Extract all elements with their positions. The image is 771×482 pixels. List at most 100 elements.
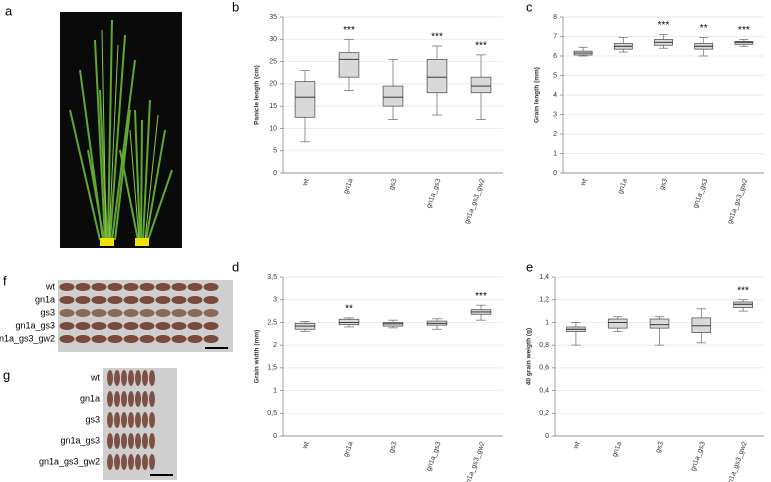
grain — [149, 391, 155, 407]
grain-photo-g — [103, 368, 177, 480]
grain — [107, 391, 113, 407]
grain — [121, 454, 127, 470]
grain — [142, 412, 148, 428]
photo-label: gs3 — [40, 307, 55, 317]
y-tick-label: 1 — [545, 319, 549, 326]
photo-label: gn1a_gs3_gw2 — [0, 333, 55, 343]
significance: *** — [343, 25, 355, 36]
y-tick-label: 2 — [553, 131, 557, 138]
box — [649, 318, 670, 329]
x-tick-label: gn1a — [611, 441, 623, 458]
x-tick-label: gn1a_gs3 — [692, 178, 709, 209]
grain — [114, 391, 120, 407]
y-tick-label: 4 — [553, 92, 557, 99]
grain — [149, 370, 155, 386]
grain-photo-f — [58, 280, 233, 352]
y-tick-label: 5 — [553, 72, 557, 79]
box — [733, 301, 753, 309]
grain — [155, 322, 171, 330]
grain — [59, 322, 75, 330]
y-tick-label: 1 — [273, 387, 277, 394]
grain — [107, 335, 123, 343]
grain — [121, 370, 127, 386]
grain — [121, 391, 127, 407]
panel-label: d — [232, 259, 239, 274]
box — [470, 76, 492, 94]
grain — [123, 322, 139, 330]
box — [294, 81, 316, 118]
grain — [155, 335, 171, 343]
x-tick-label: gn1a_gs3 — [690, 441, 707, 472]
photo-label: wt — [45, 281, 55, 291]
x-tick-label: gn1a — [617, 178, 629, 195]
y-tick-label: 3 — [273, 297, 277, 304]
photo-label: gn1a — [80, 393, 100, 403]
grain — [171, 309, 187, 317]
x-tick-label: wt — [301, 178, 310, 188]
panel-label: g — [3, 367, 10, 382]
grain — [171, 335, 187, 343]
y-tick-label: 15 — [269, 103, 277, 110]
box — [338, 318, 360, 326]
x-tick-label: wt — [572, 441, 581, 451]
grain — [123, 296, 139, 304]
grain — [121, 412, 127, 428]
panel-label: c — [526, 0, 533, 14]
photo-label: gn1a_gs3_gw2 — [39, 456, 100, 466]
y-tick-label: 0,4 — [539, 387, 549, 394]
grain — [91, 296, 107, 304]
grain — [187, 309, 203, 317]
grain — [128, 412, 134, 428]
y-tick-label: 35 — [269, 14, 277, 21]
y-tick-label: 30 — [269, 36, 277, 43]
y-tick-label: 1,2 — [539, 297, 549, 304]
grain — [121, 433, 127, 449]
y-tick-label: 1 — [553, 150, 557, 157]
grain — [75, 296, 91, 304]
x-tick-label: gs3 — [659, 178, 669, 191]
y-tick-label: 0 — [545, 433, 549, 440]
grain — [114, 454, 120, 470]
grain — [107, 283, 123, 291]
y-tick-label: 0,8 — [539, 342, 549, 349]
y-tick-label: 10 — [269, 125, 277, 132]
x-tick-label: gs3 — [388, 178, 398, 191]
grain — [123, 335, 139, 343]
y-tick-label: 7 — [553, 33, 557, 40]
y-tick-label: 0 — [273, 433, 277, 440]
grain — [203, 322, 219, 330]
grain — [155, 309, 171, 317]
panel-label: a — [5, 3, 13, 18]
grain — [139, 322, 155, 330]
y-tick-label: 0,6 — [539, 365, 549, 372]
grain — [139, 296, 155, 304]
y-tick-label: 1,4 — [539, 274, 549, 281]
grain — [128, 454, 134, 470]
x-tick-label: gn1a — [343, 178, 355, 195]
y-axis-label: Grain width (mm) — [254, 330, 261, 383]
grain — [91, 322, 107, 330]
grain — [187, 283, 203, 291]
y-tick-label: 0,2 — [539, 410, 549, 417]
photo-label: gn1a_gs3 — [60, 435, 100, 445]
significance: *** — [658, 20, 670, 31]
grain — [107, 454, 113, 470]
grain — [107, 433, 113, 449]
grain — [75, 335, 91, 343]
grain — [107, 309, 123, 317]
grain — [187, 322, 203, 330]
grain — [203, 283, 219, 291]
grain — [203, 296, 219, 304]
y-axis-label: Grain length (mm) — [534, 67, 541, 123]
significance: ** — [700, 23, 708, 34]
grain — [135, 370, 141, 386]
x-tick-label: gs3 — [655, 441, 665, 454]
photo-label: gn1a_gs3 — [15, 320, 55, 330]
grain — [187, 296, 203, 304]
panel-label: b — [232, 0, 239, 14]
grain — [123, 283, 139, 291]
grain — [171, 283, 187, 291]
y-tick-label: 5 — [273, 148, 277, 155]
grain — [139, 283, 155, 291]
